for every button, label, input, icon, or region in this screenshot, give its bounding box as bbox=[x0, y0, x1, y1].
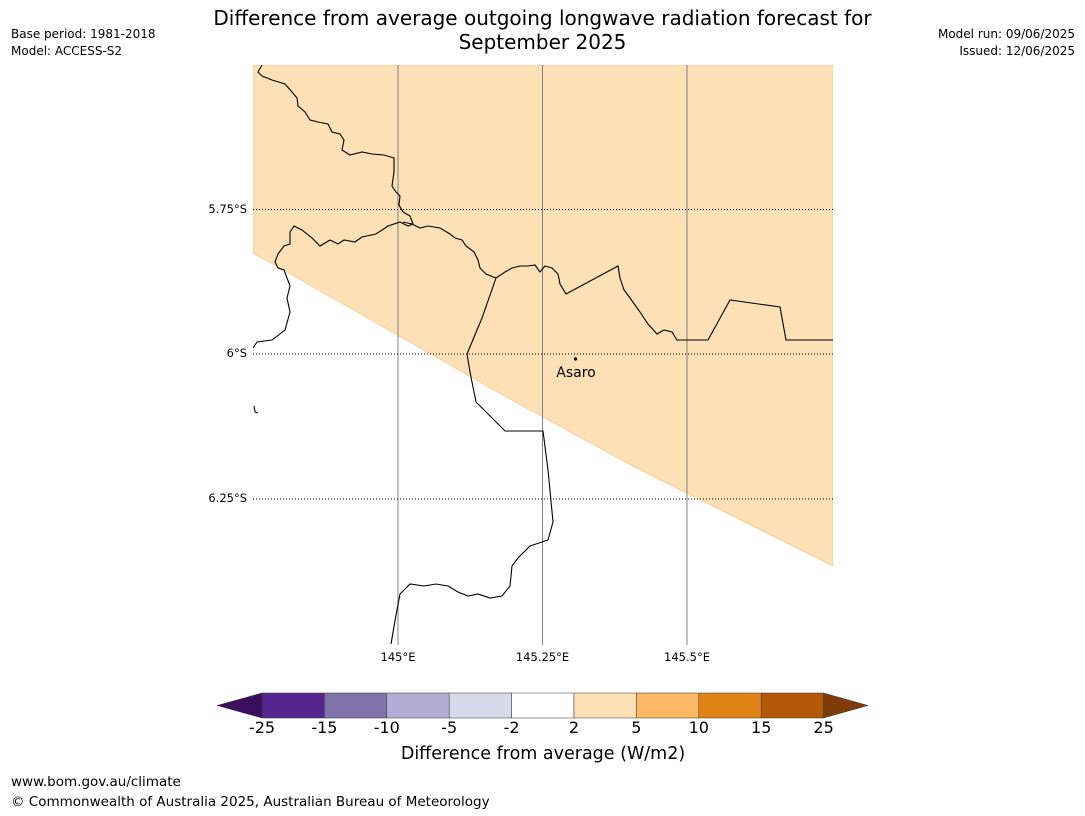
colorbar-segment bbox=[324, 692, 388, 719]
issued-label: Issued: 12/06/2025 bbox=[959, 44, 1075, 58]
model-run-label: Model run: 09/06/2025 bbox=[937, 27, 1075, 41]
colorbar-extend-high bbox=[823, 692, 869, 719]
colorbar-tick-label: -25 bbox=[248, 718, 276, 737]
title-line-1: Difference from average outgoing longwav… bbox=[213, 6, 872, 30]
lon-tick-145-25e: 145.25°E bbox=[515, 650, 570, 664]
footer-url: www.bom.gov.au/climate bbox=[11, 774, 181, 790]
colorbar-tick-label: -15 bbox=[311, 718, 338, 737]
colorbar-tick-label: 2 bbox=[568, 718, 580, 737]
colorbar-segment bbox=[448, 692, 512, 719]
colorbar-tick-label: 5 bbox=[631, 718, 642, 737]
model-label: Model: ACCESS-S2 bbox=[11, 44, 123, 58]
boundary-south bbox=[390, 277, 554, 645]
province-boundaries bbox=[253, 65, 833, 645]
place-label-asaro: Asaro bbox=[556, 365, 596, 381]
colorbar-segment bbox=[511, 692, 575, 719]
colorbar-extend-low bbox=[216, 692, 263, 719]
colorbar-segment bbox=[386, 692, 450, 719]
meta-left: Base period: 1981-2018 Model: ACCESS-S2 bbox=[11, 26, 156, 60]
lat-tick-5-75s: 5.75°S bbox=[208, 202, 247, 216]
colorbar-segment bbox=[261, 692, 325, 719]
lon-tick-145-5e: 145.5°E bbox=[664, 650, 710, 664]
colorbar-segment bbox=[698, 692, 762, 719]
boundary-north bbox=[253, 65, 414, 349]
map-area bbox=[253, 65, 833, 645]
lat-tick-6-25s: 6.25°S bbox=[208, 491, 247, 505]
colorbar-segment bbox=[760, 692, 824, 719]
colorbar-tick-label: 25 bbox=[813, 718, 834, 737]
lon-tick-145e: 145°E bbox=[380, 650, 416, 664]
colorbar-tick-label: -5 bbox=[441, 718, 458, 737]
asaro-marker bbox=[573, 357, 578, 361]
colorbar-title: Difference from average (W/m2) bbox=[400, 744, 686, 764]
colorbar-segment bbox=[636, 692, 700, 719]
colorbar bbox=[216, 692, 869, 719]
colorbar-tick-label: 10 bbox=[688, 718, 709, 737]
boundary-central bbox=[402, 221, 833, 341]
base-period-label: Base period: 1981-2018 bbox=[11, 27, 156, 41]
boundary-fragment bbox=[253, 405, 259, 414]
title-line-2: September 2025 bbox=[458, 30, 627, 54]
colorbar-segment bbox=[573, 692, 637, 719]
colorbar-tick-label: 15 bbox=[751, 718, 772, 737]
meta-right: Model run: 09/06/2025 Issued: 12/06/2025 bbox=[938, 26, 1075, 60]
lat-tick-6s: 6°S bbox=[226, 346, 247, 360]
colorbar-tick-label: -10 bbox=[373, 718, 400, 737]
chart-title: Difference from average outgoing longwav… bbox=[180, 6, 905, 54]
colorbar-tick-label: -2 bbox=[503, 718, 520, 737]
footer-copyright: © Commonwealth of Australia 2025, Austra… bbox=[11, 794, 490, 810]
